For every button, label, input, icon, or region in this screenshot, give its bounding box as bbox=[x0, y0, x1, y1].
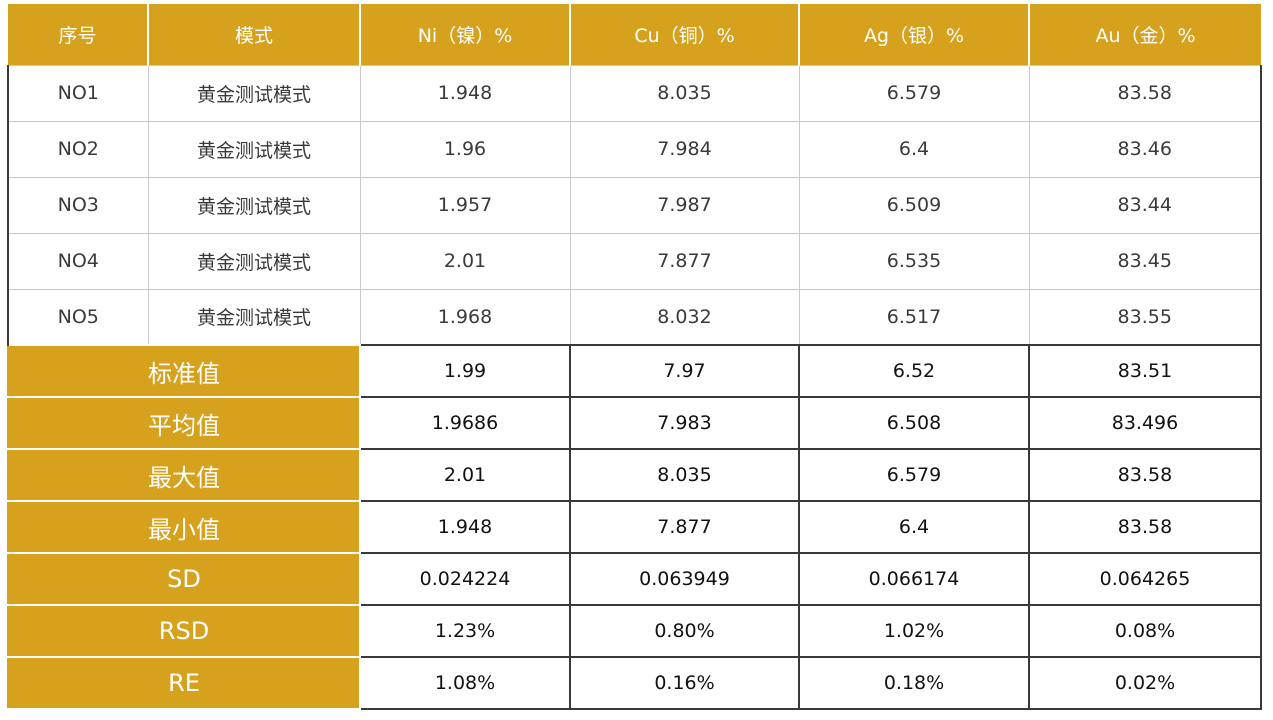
stat-cu: 7.97 bbox=[569, 344, 800, 398]
cell-ni: 1.957 bbox=[359, 176, 571, 234]
cell-ag: 6.509 bbox=[798, 176, 1030, 234]
cell-cu: 8.035 bbox=[569, 64, 800, 122]
stat-ni: 1.99 bbox=[359, 344, 571, 398]
stat-cu: 0.80% bbox=[569, 604, 800, 658]
stat-row-re: RE 1.08% 0.16% 0.18% 0.02% bbox=[7, 656, 1262, 710]
results-table-frame: 序号 模式 Ni（镍）% Cu（铜）% Ag（银）% Au（金）% NO1 黄金… bbox=[7, 4, 1262, 710]
header-row: 序号 模式 Ni（镍）% Cu（铜）% Ag（银）% Au（金）% bbox=[8, 4, 1261, 65]
stat-cu: 7.983 bbox=[569, 396, 800, 450]
cell-au: 83.58 bbox=[1028, 64, 1262, 122]
stat-label: RSD bbox=[7, 604, 361, 658]
header-mode: 模式 bbox=[148, 4, 361, 65]
stat-label: 最大值 bbox=[7, 448, 361, 502]
cell-id: NO1 bbox=[7, 64, 149, 122]
cell-mode: 黄金测试模式 bbox=[147, 120, 361, 178]
table-row: NO4 黄金测试模式 2.01 7.877 6.535 83.45 bbox=[7, 232, 1262, 290]
stat-ag: 6.579 bbox=[798, 448, 1030, 502]
stat-row-average: 平均值 1.9686 7.983 6.508 83.496 bbox=[7, 396, 1262, 450]
cell-cu: 8.032 bbox=[569, 288, 800, 346]
stat-ag: 6.508 bbox=[798, 396, 1030, 450]
cell-cu: 7.877 bbox=[569, 232, 800, 290]
stat-label: 最小值 bbox=[7, 500, 361, 554]
stat-ni: 1.08% bbox=[359, 656, 571, 710]
stat-cu: 0.063949 bbox=[569, 552, 800, 606]
cell-id: NO2 bbox=[7, 120, 149, 178]
stat-row-standard: 标准值 1.99 7.97 6.52 83.51 bbox=[7, 344, 1262, 398]
stat-au: 83.58 bbox=[1028, 448, 1262, 502]
stat-au: 0.08% bbox=[1028, 604, 1262, 658]
stat-cu: 7.877 bbox=[569, 500, 800, 554]
cell-ag: 6.535 bbox=[798, 232, 1030, 290]
stat-label: RE bbox=[7, 656, 361, 710]
cell-mode: 黄金测试模式 bbox=[147, 176, 361, 234]
cell-au: 83.45 bbox=[1028, 232, 1262, 290]
cell-cu: 7.987 bbox=[569, 176, 800, 234]
stat-cu: 8.035 bbox=[569, 448, 800, 502]
header-ag: Ag（银）% bbox=[799, 4, 1030, 65]
stat-ag: 6.52 bbox=[798, 344, 1030, 398]
cell-id: NO4 bbox=[7, 232, 149, 290]
cell-au: 83.44 bbox=[1028, 176, 1262, 234]
cell-id: NO3 bbox=[7, 176, 149, 234]
table-row: NO1 黄金测试模式 1.948 8.035 6.579 83.58 bbox=[7, 64, 1262, 122]
cell-ni: 1.968 bbox=[359, 288, 571, 346]
header-id: 序号 bbox=[8, 4, 149, 65]
cell-ni: 1.948 bbox=[359, 64, 571, 122]
cell-au: 83.55 bbox=[1028, 288, 1262, 346]
cell-ag: 6.4 bbox=[798, 120, 1030, 178]
header-au: Au（金）% bbox=[1029, 4, 1261, 65]
cell-au: 83.46 bbox=[1028, 120, 1262, 178]
stat-ni: 0.024224 bbox=[359, 552, 571, 606]
stat-row-max: 最大值 2.01 8.035 6.579 83.58 bbox=[7, 448, 1262, 502]
cell-ni: 2.01 bbox=[359, 232, 571, 290]
table-row: NO3 黄金测试模式 1.957 7.987 6.509 83.44 bbox=[7, 176, 1262, 234]
cell-ag: 6.517 bbox=[798, 288, 1030, 346]
stat-ag: 6.4 bbox=[798, 500, 1030, 554]
table-row: NO5 黄金测试模式 1.968 8.032 6.517 83.55 bbox=[7, 288, 1262, 346]
stat-ni: 1.9686 bbox=[359, 396, 571, 450]
cell-ag: 6.579 bbox=[798, 64, 1030, 122]
gold-test-results-table: 序号 模式 Ni（镍）% Cu（铜）% Ag（银）% Au（金）% NO1 黄金… bbox=[7, 4, 1262, 710]
stat-au: 0.064265 bbox=[1028, 552, 1262, 606]
stat-au: 83.51 bbox=[1028, 344, 1262, 398]
table-row: NO2 黄金测试模式 1.96 7.984 6.4 83.46 bbox=[7, 120, 1262, 178]
cell-mode: 黄金测试模式 bbox=[147, 288, 361, 346]
stat-ni: 1.23% bbox=[359, 604, 571, 658]
stat-label: 平均值 bbox=[7, 396, 361, 450]
cell-id: NO5 bbox=[7, 288, 149, 346]
stat-ni: 1.948 bbox=[359, 500, 571, 554]
stat-cu: 0.16% bbox=[569, 656, 800, 710]
stat-ag: 1.02% bbox=[798, 604, 1030, 658]
stat-row-sd: SD 0.024224 0.063949 0.066174 0.064265 bbox=[7, 552, 1262, 606]
stat-au: 83.58 bbox=[1028, 500, 1262, 554]
cell-ni: 1.96 bbox=[359, 120, 571, 178]
stat-row-min: 最小值 1.948 7.877 6.4 83.58 bbox=[7, 500, 1262, 554]
header-ni: Ni（镍）% bbox=[360, 4, 571, 65]
stat-ag: 0.066174 bbox=[798, 552, 1030, 606]
cell-mode: 黄金测试模式 bbox=[147, 232, 361, 290]
cell-mode: 黄金测试模式 bbox=[147, 64, 361, 122]
stat-row-rsd: RSD 1.23% 0.80% 1.02% 0.08% bbox=[7, 604, 1262, 658]
stat-label: 标准值 bbox=[7, 344, 361, 398]
cell-cu: 7.984 bbox=[569, 120, 800, 178]
stat-label: SD bbox=[7, 552, 361, 606]
header-cu: Cu（铜）% bbox=[570, 4, 800, 65]
stat-au: 83.496 bbox=[1028, 396, 1262, 450]
stat-ag: 0.18% bbox=[798, 656, 1030, 710]
stat-ni: 2.01 bbox=[359, 448, 571, 502]
stat-au: 0.02% bbox=[1028, 656, 1262, 710]
